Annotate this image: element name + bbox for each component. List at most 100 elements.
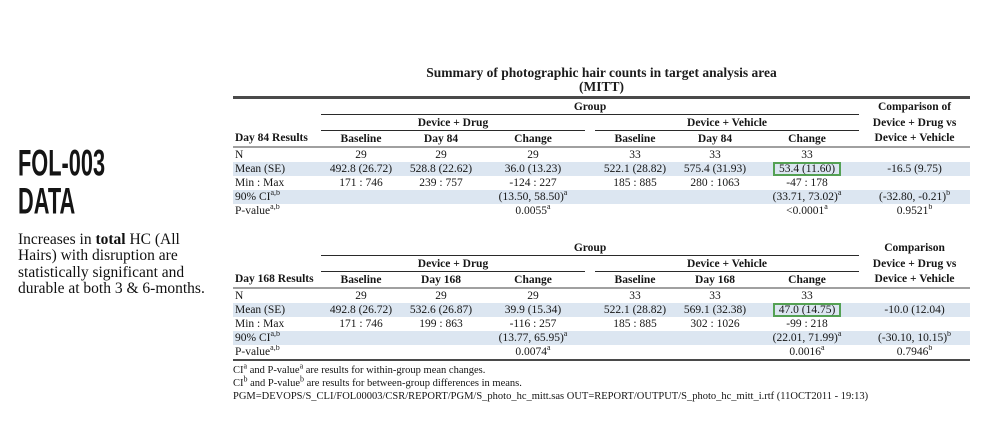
comparison-cell: (-32.80, -0.21)b (859, 190, 971, 204)
comparison-header-line2: Device + Drug vs (872, 257, 957, 270)
row-label: Mean (SE) (233, 162, 321, 176)
row-label: Min : Max (235, 318, 285, 330)
data-cell (595, 331, 675, 345)
data-cell: 522.1 (28.82) (595, 303, 675, 317)
subgroup-device-drug: Device + Drug (321, 255, 585, 272)
group-gap-cell (585, 317, 595, 331)
comparison-cell: 0.7946b (859, 345, 971, 361)
day84-table: Group Comparison of Device + Drug Device… (233, 96, 971, 218)
comparison-cell (859, 288, 970, 303)
data-cell: 528.8 (22.62) (401, 162, 481, 176)
data-cell: 569.1 (32.38) (675, 303, 755, 317)
data-cell: 53.4 (11.60) (755, 162, 860, 176)
group-gap-cell (585, 130, 595, 148)
data-cell (321, 345, 401, 361)
group-gap-cell (585, 288, 595, 303)
col-header: Day 84 (675, 130, 755, 148)
group-header: Group (321, 240, 860, 256)
table-row: N 29 29 29 33 33 33 (233, 147, 970, 162)
group-gap-cell (585, 271, 595, 289)
footnote-program-path: PGM=DEVOPS/S_CLI/FOL00003/CSR/REPORT/PGM… (233, 390, 869, 402)
row-label-header: Day 168 Results (233, 271, 321, 289)
data-cell: 522.1 (28.82) (595, 162, 675, 176)
report-area: Summary of photographic hair counts in t… (233, 66, 971, 403)
table-row: Min : Max 171 : 746 239 : 757 -124 : 227 185… (233, 176, 970, 190)
comparison-cell (859, 176, 970, 190)
data-cell: 280 : 1063 (690, 177, 740, 189)
row-label: 90% CIa,b (233, 190, 321, 204)
day168-table-body: N 29 29 29 33 33 33 Mean (SE) 492.8 (26.72) 532.6… (233, 288, 971, 361)
data-cell: 0.0074a (481, 345, 585, 361)
data-cell: <0.0001a (786, 204, 828, 217)
footnotes: CIa and P-valuea are results for within-… (233, 362, 970, 403)
data-cell: 33 (709, 149, 721, 161)
data-cell: 33 (709, 290, 721, 302)
group-gap-cell (585, 345, 595, 361)
group-gap-cell (585, 331, 595, 345)
data-cell: -47 : 178 (786, 177, 828, 189)
data-cell: (13.50, 58.50)a (481, 190, 585, 204)
data-cell: 29 (527, 149, 539, 161)
group-gap-cell (585, 147, 595, 162)
row-label: N (235, 290, 244, 302)
table-row: N 29 29 29 33 33 33 (233, 288, 970, 303)
data-cell: (13.77, 65.95)a (481, 331, 585, 345)
col-header: Baseline (595, 130, 675, 148)
row-label: N (235, 149, 244, 161)
col-header: Day 168 (675, 271, 755, 289)
group-header: Group (321, 97, 860, 115)
data-cell: 33 (801, 290, 813, 302)
col-header: Day 84 (401, 130, 481, 148)
data-cell: 302 : 1026 (690, 318, 740, 330)
comparison-header-line2: Device + Drug vs (872, 116, 957, 129)
col-header: Change (481, 130, 585, 148)
data-cell (595, 345, 675, 361)
comparison-cell: -10.0 (12.04) (859, 303, 971, 317)
data-cell: 185 : 885 (613, 177, 657, 189)
column-header-row: Day 84 Results Baseline Day 84 Change Ba… (233, 130, 971, 148)
table-row: P-valuea,b 0.0074a 0.0016a 0.7946b (233, 345, 971, 361)
data-cell (321, 190, 401, 204)
col-header: Baseline (595, 271, 675, 289)
data-cell: 492.8 (26.72) (321, 303, 401, 317)
comparison-header-line3: Device + Vehicle (859, 271, 971, 289)
data-cell: 0.0016a (755, 345, 860, 361)
data-cell: 492.8 (26.72) (321, 162, 401, 176)
comparison-header-line3: Device + Vehicle (859, 130, 971, 148)
footnote-ci-b: CIb and P-valueb are results for between… (233, 374, 522, 389)
data-cell: 29 (527, 290, 539, 302)
data-cell (401, 190, 481, 204)
table-row: Mean (SE) 492.8 (26.72) 528.8 (22.62) 36.0 … (233, 162, 971, 176)
sidebar-note: Increases in total HC (All Hairs) with d… (18, 231, 216, 298)
comparison-cell (859, 147, 970, 162)
data-cell (675, 345, 755, 361)
data-cell: 575.4 (31.93) (675, 162, 755, 176)
col-header: Baseline (321, 271, 401, 289)
row-label-header: Day 84 Results (233, 130, 321, 148)
table-row: P-valuea,b 0.0055a <0.0001a 0.9521b (233, 204, 970, 218)
data-cell (595, 190, 675, 204)
empty-cell (233, 98, 321, 115)
data-cell: 33 (629, 149, 641, 161)
subgroup-device-vehicle: Device + Vehicle (595, 255, 860, 272)
table-row: 90% CIa,b (13.50, 58.50)a (33.71, 73.02)a(… (233, 190, 971, 204)
group-gap-cell (585, 115, 595, 131)
comparison-cell (859, 317, 970, 331)
data-cell: 199 : 863 (419, 318, 463, 330)
group-header-row: Group Comparison of (233, 97, 970, 115)
row-label: Min : Max (235, 177, 285, 189)
data-cell (675, 204, 755, 218)
data-cell (401, 204, 481, 218)
comparison-header-line1: Comparison (884, 241, 945, 254)
sidebar-heading-line2: DATA (18, 179, 76, 222)
sidebar: FOL-003 DATA Increases in total HC (All … (18, 144, 223, 298)
group-gap-cell (585, 176, 595, 190)
data-cell: 0.0055a (515, 204, 551, 217)
empty-cell (233, 115, 321, 131)
comparison-cell: (-30.10, 10.15)b (859, 331, 971, 345)
subgroup-device-drug: Device + Drug (321, 114, 585, 131)
col-header: Change (755, 271, 860, 289)
data-cell (675, 331, 755, 345)
data-cell: 185 : 885 (613, 318, 657, 330)
highlight-box: 53.4 (11.60) (772, 162, 842, 176)
